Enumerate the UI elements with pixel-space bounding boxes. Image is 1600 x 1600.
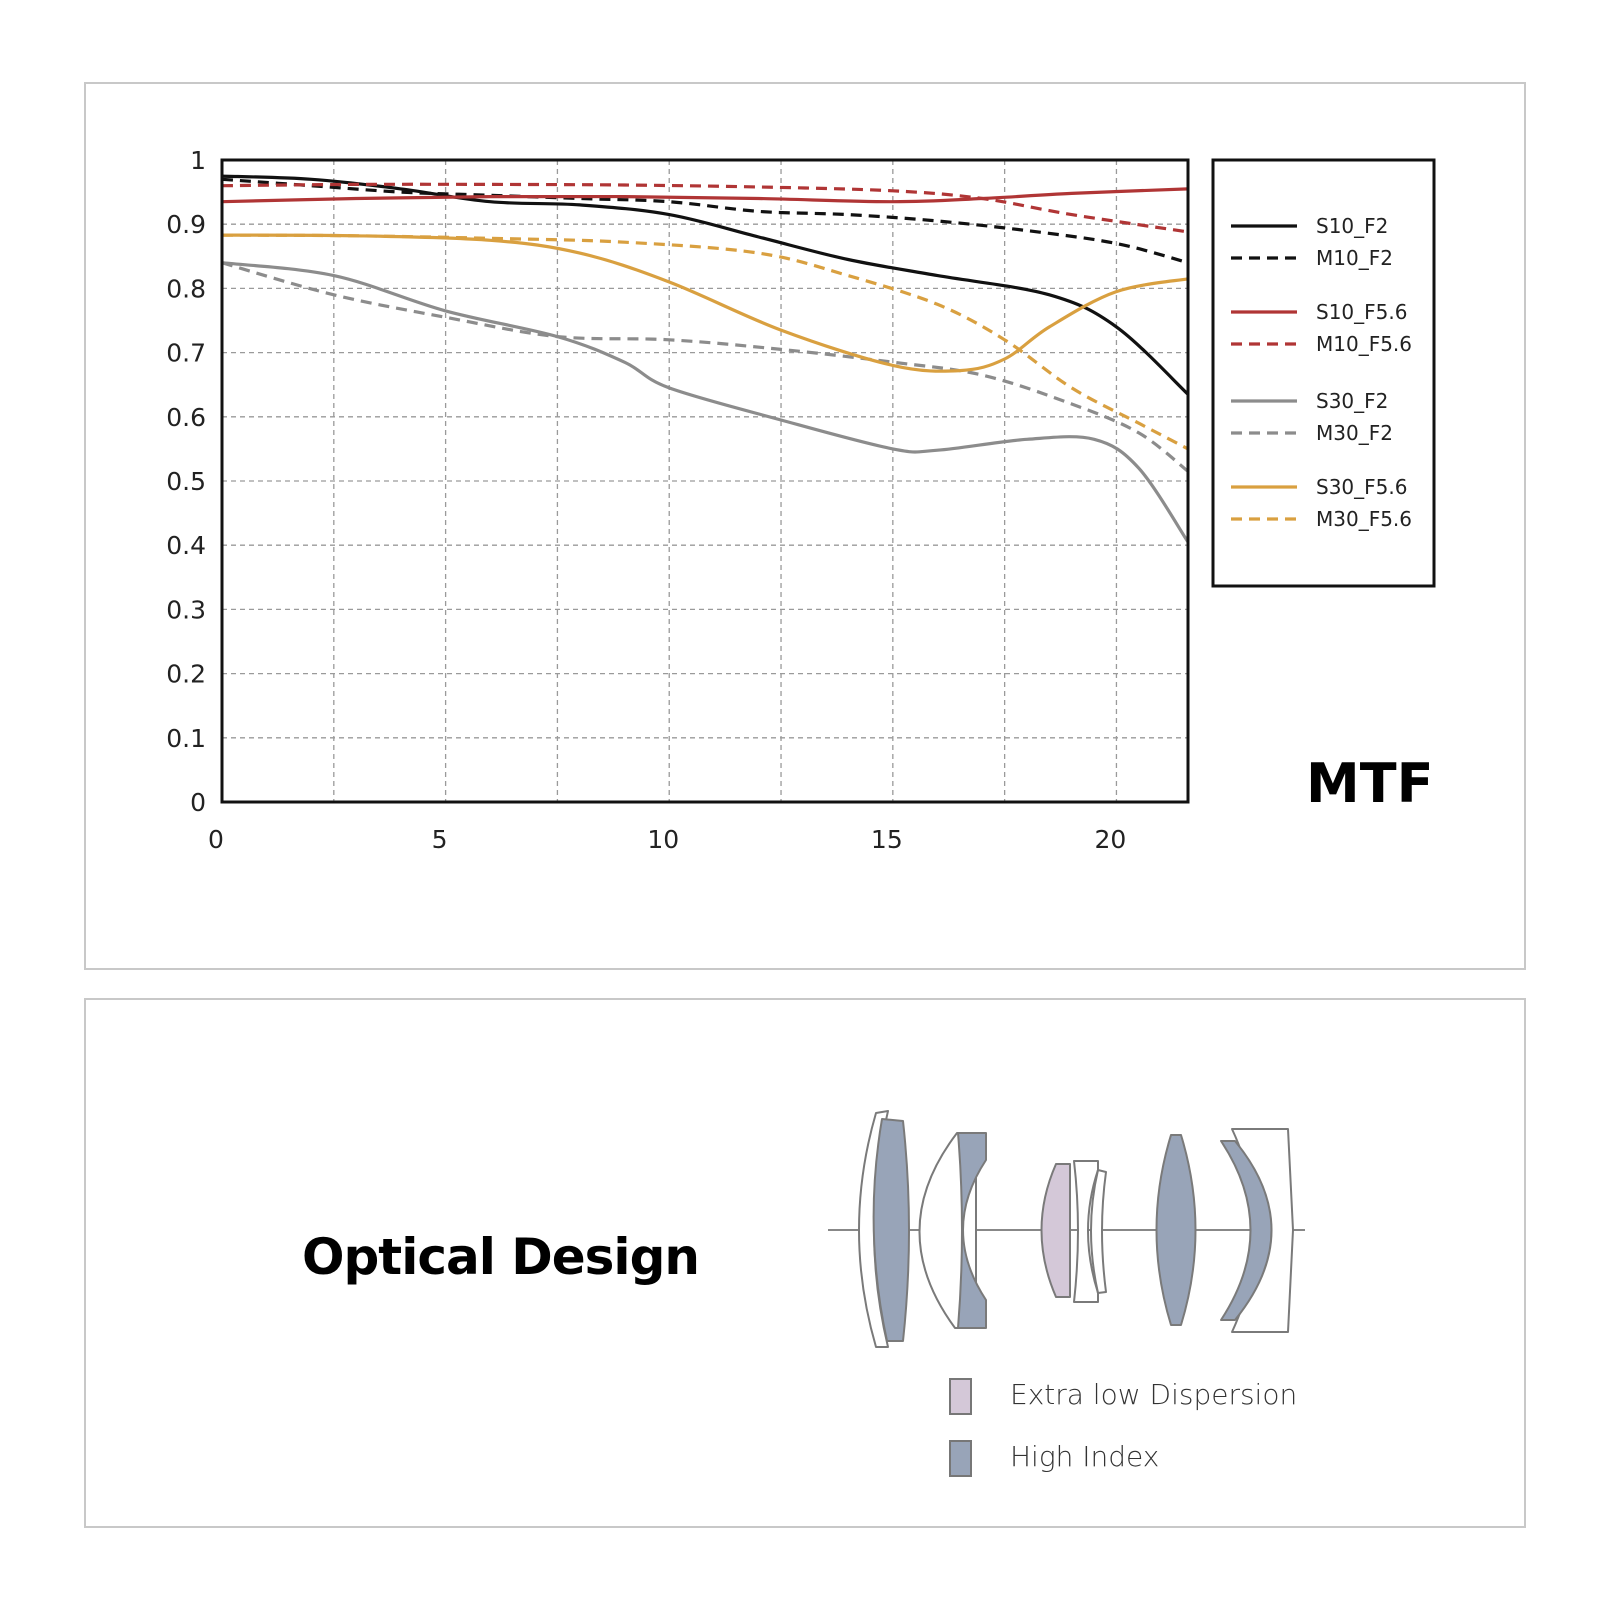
lens-diagram xyxy=(828,1110,1305,1348)
legend-label: S10_F5.6 xyxy=(1316,300,1407,324)
series-line-m10-f5-6 xyxy=(221,182,1189,234)
series-line-s10-f5-6 xyxy=(221,187,1189,204)
legend-label: M30_F2 xyxy=(1316,421,1393,445)
legend-label: S10_F2 xyxy=(1316,214,1388,238)
y-tick-label: 1 xyxy=(190,146,206,175)
lens-10 xyxy=(1220,1140,1273,1321)
y-tick-label: 0.6 xyxy=(166,403,206,432)
legend-box xyxy=(1211,158,1436,588)
y-tick-label: 0 xyxy=(190,788,206,817)
x-tick-label: 10 xyxy=(647,825,679,854)
series-line-m10-f2 xyxy=(221,177,1189,265)
lens-5 xyxy=(1040,1163,1071,1298)
y-tick-label: 0.2 xyxy=(166,660,206,689)
legend-label: S30_F2 xyxy=(1316,389,1388,413)
series-line-m30-f5-6 xyxy=(221,233,1189,451)
lens-8 xyxy=(1155,1134,1197,1326)
chart-title: MTF xyxy=(1306,752,1434,815)
x-ticks: 0 5 10 15 20 xyxy=(208,825,1126,854)
series-line-s30-f2 xyxy=(221,261,1190,543)
high-index-label: High Index xyxy=(1010,1440,1160,1473)
y-tick-label: 0.9 xyxy=(166,210,206,239)
series-lines xyxy=(221,174,1190,543)
lens-2 xyxy=(872,1118,910,1342)
y-tick-label: 0.5 xyxy=(166,467,206,496)
grid xyxy=(222,160,1188,802)
lens-4 xyxy=(957,1132,987,1329)
series-line-s30-f5-6 xyxy=(221,233,1189,373)
y-tick-label: 0.1 xyxy=(166,724,206,753)
legend-label: M10_F2 xyxy=(1316,246,1393,270)
legend-label: S30_F5.6 xyxy=(1316,475,1407,499)
x-tick-label: 0 xyxy=(208,825,224,854)
y-tick-label: 0.3 xyxy=(166,595,206,624)
series-line-m30-f2 xyxy=(221,261,1189,473)
legend-label: M10_F5.6 xyxy=(1316,332,1412,356)
series-line-s10-f2 xyxy=(221,174,1190,396)
legend: S10_F2 M10_F2 S10_F5.6 M10_F5.6 S30_F2 M30_F2… xyxy=(1231,214,1412,531)
x-tick-label: 15 xyxy=(871,825,903,854)
optical-design-title: Optical Design xyxy=(302,1228,700,1286)
y-ticks: 0 0.1 0.2 0.3 0.4 0.5 0.6 0.7 0.8 0.9 1 xyxy=(166,146,206,817)
ed-label: Extra low Dispersion xyxy=(1010,1378,1298,1411)
y-tick-label: 0.4 xyxy=(166,531,206,560)
lens-7 xyxy=(1090,1169,1107,1294)
legend-label: M30_F5.6 xyxy=(1316,507,1412,531)
plot-frame xyxy=(220,158,1190,804)
y-tick-label: 0.7 xyxy=(166,339,206,368)
high-index-swatch xyxy=(949,1440,972,1477)
x-tick-label: 20 xyxy=(1095,825,1127,854)
ed-swatch xyxy=(949,1378,972,1415)
y-tick-label: 0.8 xyxy=(166,274,206,303)
mtf-panel xyxy=(84,82,1526,970)
x-tick-label: 5 xyxy=(432,825,448,854)
